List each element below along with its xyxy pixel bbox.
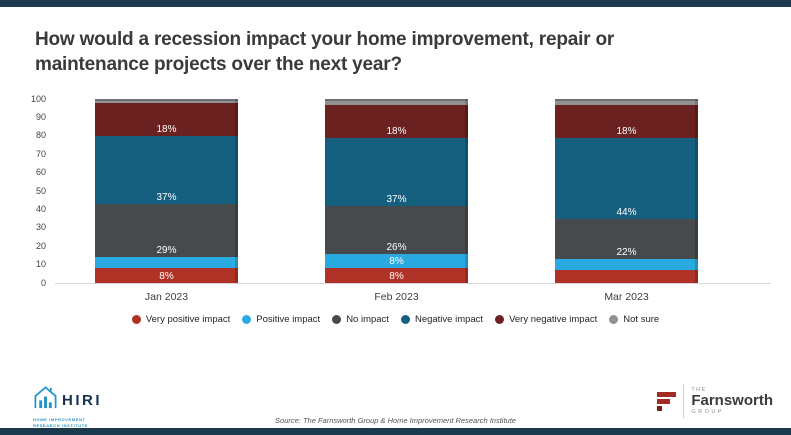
bar-segment-label: 18%: [386, 125, 407, 137]
farnsworth-f-icon: [657, 391, 677, 411]
bar-segment: 22%: [555, 218, 698, 260]
legend-item: Negative impact: [400, 314, 484, 325]
bar-segment-label: 37%: [386, 193, 407, 205]
bar-segment: 18%: [325, 104, 468, 138]
y-axis-tick-label: 0: [40, 277, 46, 288]
hiri-tagline: HOME IMPROVEMENT RESEARCH INSTITUTE: [33, 417, 102, 429]
legend-item: Not sure: [609, 314, 659, 325]
bar-edge-shadow: [695, 99, 698, 283]
farnsworth-f-dot: [657, 405, 663, 411]
bar-segment: 18%: [555, 104, 698, 138]
bar-segment: 37%: [95, 135, 238, 204]
bar-segment-label: 22%: [616, 247, 637, 259]
y-axis-tick-label: 30: [35, 222, 46, 233]
y-axis-tick-label: 80: [35, 130, 46, 141]
y-axis-tick-label: 20: [35, 240, 46, 251]
hiri-logo: HIRI HOME IMPROVEMENT RESEARCH INSTITUTE: [33, 385, 102, 429]
top-accent-bar: [0, 0, 791, 7]
farnsworth-prefix: THE: [691, 386, 707, 393]
y-axis-tick-label: 10: [35, 259, 46, 270]
bar-segment: 18%: [95, 102, 238, 136]
farnsworth-logo: THE Farnsworth GROUP: [657, 384, 773, 418]
legend-label: Not sure: [623, 314, 660, 325]
plot-area: 8% 29% 37% 18% 8% 8% 26% 37% 18% 22% 44% 18%: [55, 99, 771, 284]
bar-edge-shadow: [235, 99, 238, 283]
farnsworth-f-bar-top: [657, 391, 677, 397]
bar-segment-label: 18%: [156, 123, 177, 135]
legend-dot-icon: [131, 315, 141, 324]
legend-label: Positive impact: [256, 314, 321, 325]
legend-dot-icon: [609, 315, 619, 324]
y-axis-tick-label: 100: [30, 93, 46, 104]
chart-legend: Very positive impact Positive impact No im…: [0, 314, 791, 325]
legend-item: Positive impact: [242, 314, 320, 325]
bar-segment: [555, 99, 698, 105]
bar-segment: 8%: [325, 268, 468, 283]
legend-label: Very positive impact: [145, 314, 231, 325]
legend-dot-icon: [242, 315, 252, 324]
bar-segment: [325, 99, 468, 105]
legend-label: No impact: [346, 314, 389, 325]
bar-segment: [555, 270, 698, 283]
farnsworth-logo-divider: [683, 384, 685, 418]
chart-title: How would a recession impact your home i…: [35, 29, 615, 76]
bar-segment: [95, 99, 238, 103]
y-axis-tick-label: 70: [35, 148, 46, 159]
y-axis-tick-label: 40: [35, 203, 46, 214]
hiri-house-chart-icon: [33, 385, 58, 415]
bar-segment: 26%: [325, 205, 468, 254]
x-axis-category-label: Mar 2023: [604, 291, 649, 303]
bar-segment: 44%: [555, 137, 698, 219]
source-attribution: Source: The Farnsworth Group & Home Impr…: [275, 416, 516, 425]
farnsworth-f-bar-mid: [657, 398, 671, 404]
bar-segment: [555, 259, 698, 271]
legend-item: No impact: [332, 314, 389, 325]
bar-segment-label: 18%: [616, 125, 637, 137]
x-axis-category-label: Jan 2023: [144, 291, 189, 303]
y-axis-tick-label: 50: [35, 185, 46, 196]
bar-segment: 8%: [325, 253, 468, 269]
bar-segment: 8%: [95, 268, 238, 283]
legend-item: Very positive impact: [131, 314, 231, 325]
bar-segment-label: 8%: [389, 271, 404, 282]
legend-label: Negative impact: [414, 314, 484, 325]
y-axis: 0 10 20 30 40 50 60 70 80 90 100: [14, 94, 46, 288]
hiri-tagline-line2: RESEARCH INSTITUTE: [33, 423, 89, 428]
bar-edge-shadow: [465, 99, 468, 283]
legend-dot-icon: [495, 315, 505, 324]
bar-segment-label: 8%: [389, 256, 404, 268]
hiri-wordmark: HIRI: [62, 391, 102, 409]
bar-segment-label: 26%: [386, 241, 407, 253]
bar-segment-label: 29%: [156, 245, 177, 257]
hiri-tagline-line1: HOME IMPROVEMENT: [33, 417, 86, 422]
legend-label: Very negative impact: [509, 314, 598, 325]
y-axis-tick-label: 90: [35, 111, 46, 122]
bar-segment: 29%: [95, 203, 238, 258]
legend-dot-icon: [332, 315, 342, 324]
bar-segment: 37%: [325, 137, 468, 206]
farnsworth-suffix: GROUP: [691, 409, 724, 416]
legend-item: Very negative impact: [495, 314, 597, 325]
bottom-accent-bar: [0, 428, 791, 435]
y-axis-tick-label: 60: [35, 167, 46, 178]
x-axis-labels: Jan 2023 Feb 2023 Mar 2023: [55, 291, 771, 305]
bar-segment-label: 37%: [156, 191, 177, 203]
legend-dot-icon: [400, 315, 410, 324]
bar-segment-label: 44%: [616, 206, 637, 218]
bar-segment-label: 8%: [159, 271, 174, 282]
farnsworth-wordmark: Farnsworth: [691, 391, 773, 409]
x-axis-category-label: Feb 2023: [374, 291, 419, 303]
bar-segment: [95, 257, 238, 269]
